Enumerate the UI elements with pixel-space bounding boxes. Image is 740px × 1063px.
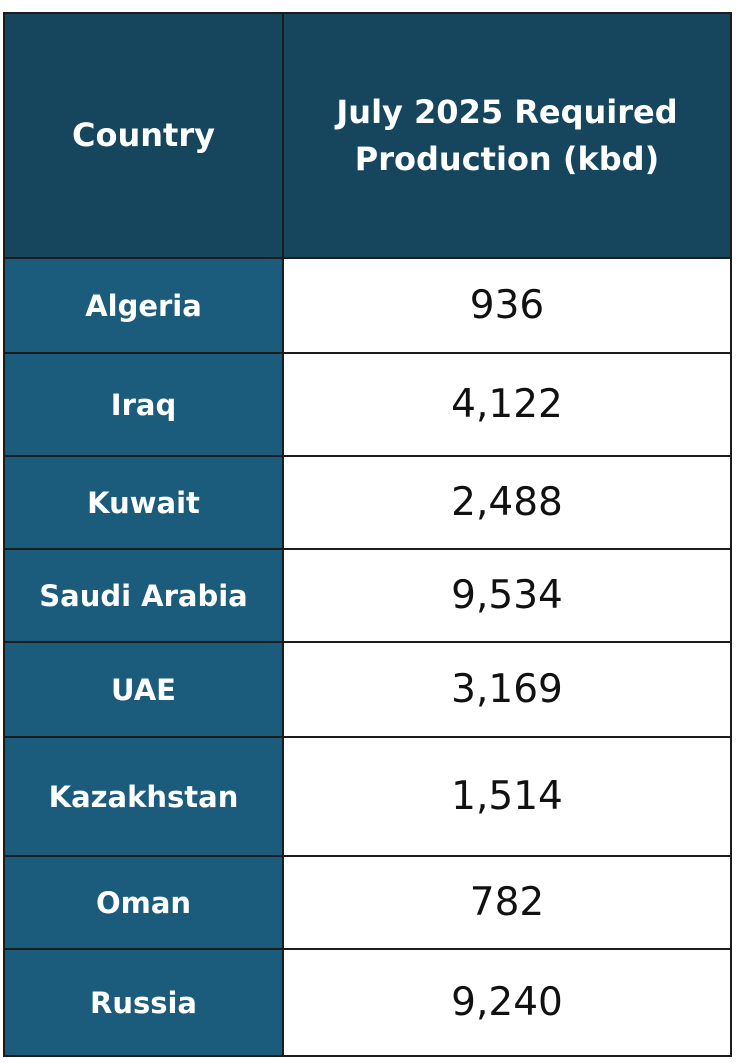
table-row: Russia 9,240 bbox=[3, 948, 732, 1057]
country-cell: Algeria bbox=[3, 257, 284, 354]
value-cell: 1,514 bbox=[282, 736, 732, 857]
header-row: Country July 2025 Required Production (k… bbox=[3, 12, 732, 259]
table-body: Algeria 936 Iraq 4,122 Kuwait 2,488 Saudi Arab… bbox=[3, 257, 732, 1057]
header-cell: Country bbox=[3, 12, 284, 259]
value-cell: 936 bbox=[282, 257, 732, 354]
table-row: Iraq 4,122 bbox=[3, 352, 732, 457]
header-cell: July 2025 Required Production (kbd) bbox=[282, 12, 732, 259]
country-cell: Kazakhstan bbox=[3, 736, 284, 857]
country-cell: Iraq bbox=[3, 352, 284, 457]
value-cell: 9,534 bbox=[282, 548, 732, 643]
table-row: Saudi Arabia 9,534 bbox=[3, 548, 732, 643]
country-cell: Russia bbox=[3, 948, 284, 1057]
country-cell: Kuwait bbox=[3, 455, 284, 550]
value-cell: 3,169 bbox=[282, 641, 732, 738]
production-table: Country July 2025 Required Production (k… bbox=[3, 12, 732, 1057]
value-cell: 9,240 bbox=[282, 948, 732, 1057]
table-row: Kuwait 2,488 bbox=[3, 455, 732, 550]
table-row: UAE 3,169 bbox=[3, 641, 732, 738]
value-cell: 4,122 bbox=[282, 352, 732, 457]
country-cell: Saudi Arabia bbox=[3, 548, 284, 643]
table-row: Algeria 936 bbox=[3, 257, 732, 354]
country-cell: UAE bbox=[3, 641, 284, 738]
value-cell: 782 bbox=[282, 855, 732, 950]
value-cell: 2,488 bbox=[282, 455, 732, 550]
table-row: Kazakhstan 1,514 bbox=[3, 736, 732, 857]
table-row: Oman 782 bbox=[3, 855, 732, 950]
country-cell: Oman bbox=[3, 855, 284, 950]
